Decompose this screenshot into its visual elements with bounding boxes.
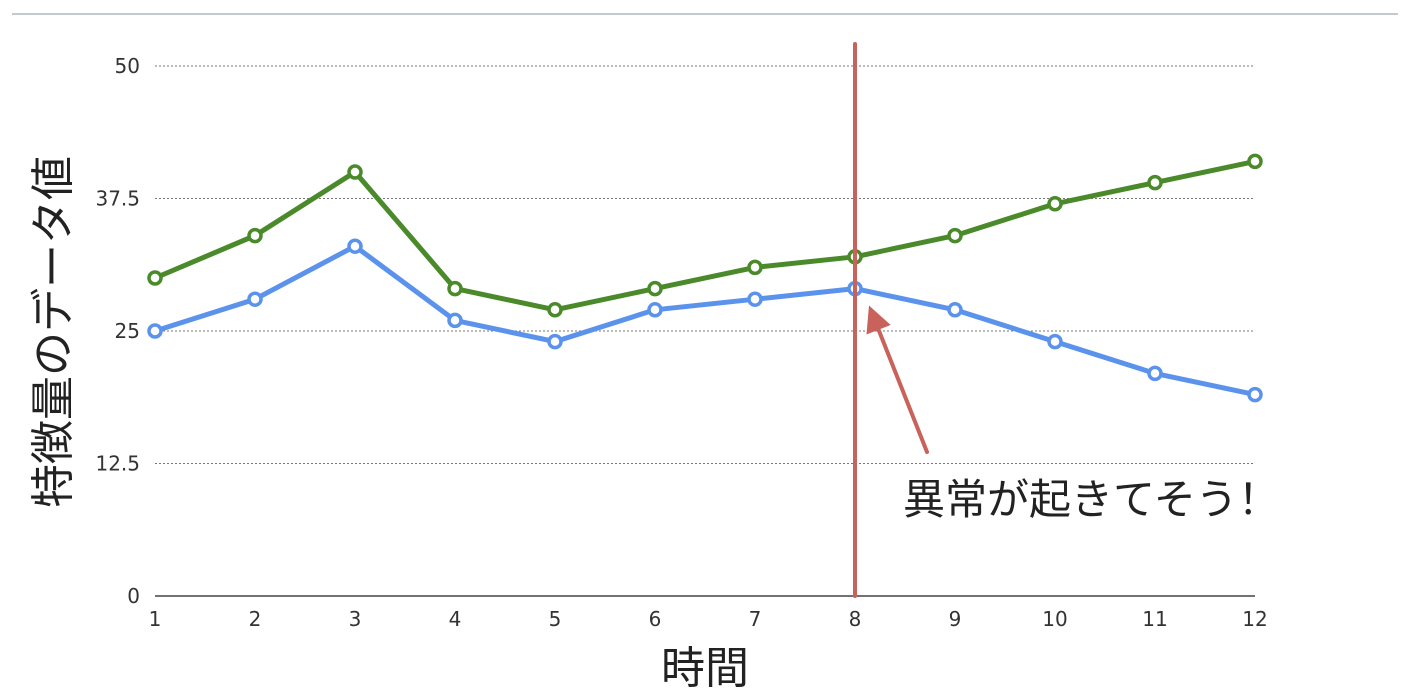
x-tick-label: 1 — [149, 607, 162, 631]
series-line-1 — [152, 158, 1258, 313]
arrow-head — [866, 305, 891, 335]
data-point — [247, 227, 263, 244]
data-point — [1147, 174, 1163, 191]
x-tick-label: 6 — [649, 607, 662, 631]
series-line-2 — [152, 243, 1258, 398]
data-point — [1047, 333, 1063, 350]
data-point — [447, 280, 463, 297]
data-point — [547, 333, 563, 350]
x-tick-label: 11 — [1142, 607, 1167, 631]
x-tick-label: 4 — [449, 607, 462, 631]
top-divider — [12, 13, 1398, 15]
series-group — [147, 153, 1263, 403]
x-tick-label: 7 — [749, 607, 762, 631]
data-point — [247, 291, 263, 307]
data-point — [447, 312, 463, 329]
x-tick-label: 2 — [249, 607, 262, 631]
y-tick-label: 12.5 — [95, 452, 140, 476]
data-point — [347, 164, 363, 180]
annotation-arrow — [866, 305, 929, 454]
data-point — [347, 238, 363, 254]
y-tick-label: 37.5 — [95, 187, 140, 211]
x-tick-label: 9 — [949, 607, 962, 631]
data-point — [147, 323, 163, 339]
data-point — [647, 280, 663, 297]
data-point — [1147, 365, 1163, 382]
annotation-text: 異常が起きてそう！ — [903, 475, 1280, 524]
x-tick-label: 5 — [549, 607, 562, 631]
x-tick-label: 8 — [849, 607, 862, 631]
data-point — [547, 302, 563, 318]
y-axis-title: 特徴量のデータ値 — [28, 156, 79, 508]
data-point — [147, 270, 163, 286]
x-tick-labels: 1 2 3 4 5 6 7 8 9 10 11 12 — [149, 607, 1268, 631]
data-point — [747, 259, 763, 276]
x-axis-title: 時間 — [661, 643, 749, 694]
y-tick-label: 25 — [115, 319, 140, 343]
data-point — [1247, 153, 1263, 170]
y-tick-label: 0 — [127, 584, 140, 608]
y-tick-labels: 0 12.5 25 37.5 50 — [95, 54, 140, 608]
data-point — [747, 291, 763, 307]
data-point — [1047, 196, 1063, 212]
data-point — [647, 302, 663, 318]
x-tick-label: 10 — [1042, 607, 1067, 631]
data-point — [947, 227, 963, 244]
x-tick-label: 3 — [349, 607, 362, 631]
arrow-shaft — [876, 327, 929, 454]
x-tick-label: 12 — [1242, 607, 1267, 631]
y-tick-label: 50 — [115, 54, 140, 78]
data-point — [1247, 386, 1263, 403]
data-point — [947, 302, 963, 318]
